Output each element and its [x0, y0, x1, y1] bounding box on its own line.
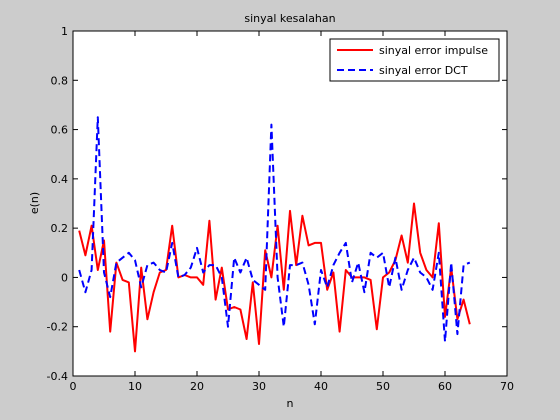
legend-label-dct: sinyal error DCT [379, 64, 468, 77]
x-tick-label: 0 [70, 380, 77, 393]
y-tick-label: 0 [61, 271, 68, 284]
y-tick-label: -0.2 [47, 321, 68, 334]
y-tick-label: 1 [61, 25, 68, 38]
y-axis-label: e(n) [28, 192, 41, 214]
series-line-dct [78, 116, 471, 343]
x-axis-label: n [287, 397, 294, 410]
legend: sinyal error impulse sinyal error DCT [329, 38, 500, 82]
x-tick-label: 30 [252, 380, 266, 393]
plot-lines [78, 116, 471, 353]
y-tick-label: 0.4 [51, 173, 69, 186]
x-tick-label: 20 [190, 380, 204, 393]
y-tick-label: 0.8 [51, 74, 69, 87]
series-line-impulse [78, 202, 471, 353]
x-tick-label: 40 [314, 380, 328, 393]
x-tick-label: 10 [128, 380, 142, 393]
y-tick-label: -0.4 [47, 370, 68, 383]
x-tick-label: 50 [376, 380, 390, 393]
legend-label-impulse: sinyal error impulse [379, 44, 488, 57]
ticks: 0 10 20 30 40 50 60 70 -0.4 -0.2 0 0.2 0.4 0.6 0.8 1 [47, 25, 514, 393]
x-tick-label: 70 [500, 380, 514, 393]
plot-area [72, 30, 508, 377]
x-tick-label: 60 [438, 380, 452, 393]
chart-title: sinyal kesalahan [244, 12, 335, 25]
y-tick-label: 0.2 [51, 222, 69, 235]
y-tick-label: 0.6 [51, 124, 69, 137]
legend-box [329, 38, 500, 82]
